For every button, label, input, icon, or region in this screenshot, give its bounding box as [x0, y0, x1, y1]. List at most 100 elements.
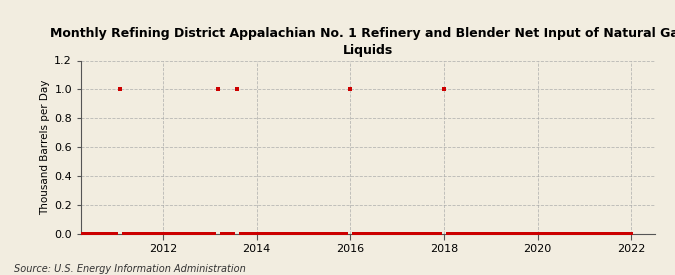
Point	[200, 232, 211, 236]
Point	[603, 232, 614, 236]
Point	[154, 232, 165, 236]
Point	[548, 232, 559, 236]
Point	[267, 232, 277, 236]
Point	[290, 232, 301, 236]
Point	[443, 232, 454, 236]
Point	[419, 232, 430, 236]
Point	[196, 232, 207, 236]
Point	[509, 232, 520, 236]
Point	[423, 232, 434, 236]
Point	[122, 232, 133, 236]
Point	[240, 232, 250, 236]
Point	[606, 232, 617, 236]
Point	[157, 232, 168, 236]
Point	[181, 232, 192, 236]
Point	[259, 232, 270, 236]
Point	[302, 232, 313, 236]
Point	[224, 232, 235, 236]
Point	[255, 232, 266, 236]
Point	[228, 232, 239, 236]
Point	[95, 232, 106, 236]
Point	[103, 232, 113, 236]
Point	[364, 232, 375, 236]
Point	[431, 232, 441, 236]
Point	[150, 232, 161, 236]
Point	[72, 232, 82, 236]
Point	[579, 232, 590, 236]
Point	[192, 232, 203, 236]
Point	[134, 232, 145, 236]
Point	[427, 232, 437, 236]
Point	[435, 232, 446, 236]
Point	[520, 232, 531, 236]
Point	[439, 87, 450, 92]
Point	[388, 232, 399, 236]
Point	[415, 232, 426, 236]
Point	[614, 232, 625, 236]
Point	[99, 232, 110, 236]
Point	[450, 232, 461, 236]
Point	[407, 232, 418, 236]
Point	[626, 232, 637, 236]
Point	[369, 232, 379, 236]
Point	[595, 232, 605, 236]
Point	[282, 232, 293, 236]
Point	[286, 232, 297, 236]
Point	[618, 232, 629, 236]
Point	[372, 232, 383, 236]
Point	[583, 232, 594, 236]
Point	[271, 232, 281, 236]
Point	[458, 232, 469, 236]
Point	[610, 232, 621, 236]
Point	[146, 232, 157, 236]
Point	[446, 232, 457, 236]
Point	[333, 232, 344, 236]
Point	[185, 232, 196, 236]
Point	[501, 232, 512, 236]
Point	[345, 87, 356, 92]
Point	[591, 232, 601, 236]
Point	[599, 232, 610, 236]
Point	[68, 232, 78, 236]
Point	[306, 232, 317, 236]
Point	[216, 232, 227, 236]
Point	[279, 232, 290, 236]
Point	[497, 232, 508, 236]
Point	[126, 232, 137, 236]
Point	[220, 232, 231, 236]
Point	[111, 232, 122, 236]
Point	[209, 232, 219, 236]
Point	[64, 232, 75, 236]
Point	[161, 232, 172, 236]
Point	[244, 232, 254, 236]
Point	[298, 232, 309, 236]
Point	[524, 232, 535, 236]
Point	[142, 232, 153, 236]
Point	[212, 87, 223, 92]
Point	[489, 232, 500, 236]
Point	[310, 232, 321, 236]
Title: Monthly Refining District Appalachian No. 1 Refinery and Blender Net Input of Na: Monthly Refining District Appalachian No…	[50, 27, 675, 57]
Point	[485, 232, 496, 236]
Point	[360, 232, 371, 236]
Point	[571, 232, 582, 236]
Text: Source: U.S. Energy Information Administration: Source: U.S. Energy Information Administ…	[14, 264, 245, 274]
Point	[466, 232, 477, 236]
Point	[474, 232, 485, 236]
Point	[516, 232, 527, 236]
Point	[384, 232, 395, 236]
Point	[119, 232, 130, 236]
Point	[76, 232, 86, 236]
Point	[493, 232, 504, 236]
Point	[107, 232, 117, 236]
Point	[232, 87, 242, 92]
Point	[169, 232, 180, 236]
Point	[275, 232, 286, 236]
Point	[263, 232, 274, 236]
Y-axis label: Thousand Barrels per Day: Thousand Barrels per Day	[40, 79, 50, 215]
Point	[478, 232, 489, 236]
Point	[356, 232, 367, 236]
Point	[325, 232, 336, 236]
Point	[165, 232, 176, 236]
Point	[544, 232, 555, 236]
